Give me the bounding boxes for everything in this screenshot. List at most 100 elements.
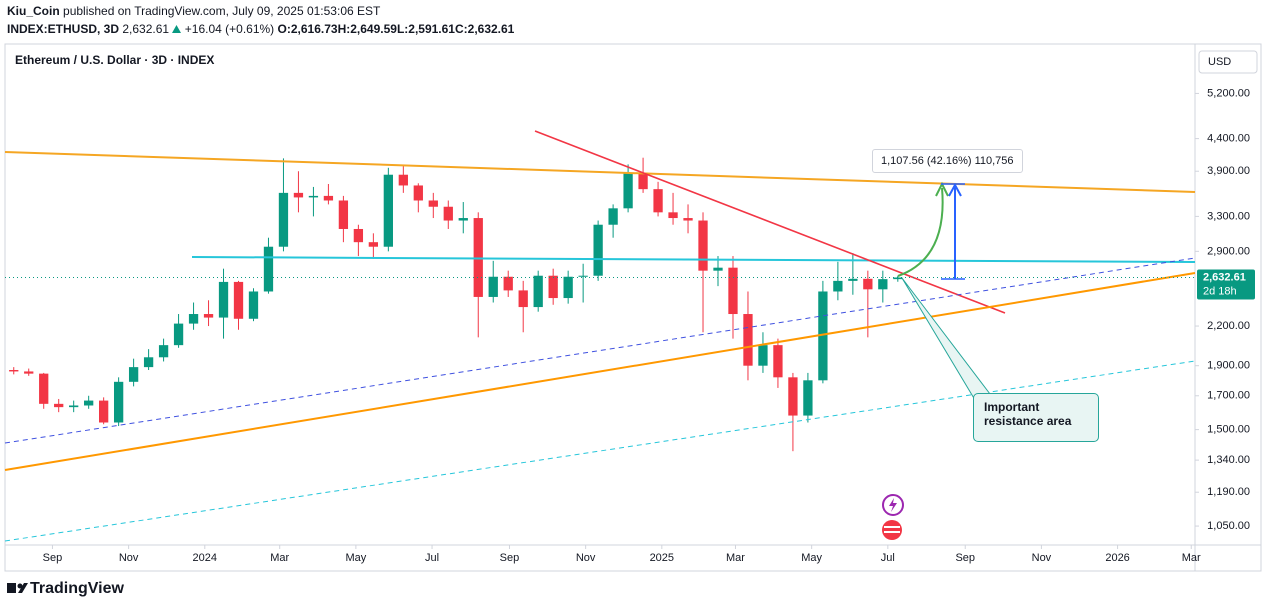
candle-body — [548, 275, 558, 299]
candle-body — [173, 323, 184, 346]
x-tick-label: Mar — [726, 552, 745, 564]
candle-body — [683, 218, 693, 221]
candle-body — [863, 278, 873, 290]
measure-label: 1,107.56 (42.16%) 110,756 — [872, 149, 1023, 173]
candle-body — [608, 208, 618, 225]
candle-body — [713, 267, 723, 271]
candle-body — [308, 195, 319, 198]
candle-body — [428, 200, 438, 207]
candle-body — [638, 172, 648, 190]
y-tick-label: 3,300.00 — [1207, 210, 1250, 222]
candle-body — [593, 224, 603, 276]
change: +16.04 (+0.61%) — [184, 22, 275, 36]
candle-body — [443, 206, 453, 221]
currency-box[interactable] — [1198, 50, 1258, 74]
candle-body — [99, 400, 109, 423]
candle-body — [143, 357, 154, 368]
y-tick-label: 1,050.00 — [1207, 520, 1250, 532]
candle-body — [203, 314, 214, 318]
last: 2,632.61 — [122, 22, 170, 36]
flag-stripe — [884, 531, 900, 533]
candle-body — [383, 174, 393, 247]
arrow-head — [948, 182, 962, 197]
candle-body — [818, 291, 828, 381]
x-tick-label: Sep — [955, 552, 975, 564]
candle-body — [413, 185, 423, 201]
candle-body — [668, 212, 678, 219]
candle-body — [623, 172, 633, 209]
candle-body — [728, 267, 738, 315]
y-tick-label: 1,190.00 — [1207, 486, 1250, 498]
callout-pointer — [901, 277, 991, 401]
last-price-box — [1197, 269, 1255, 300]
candle-body — [353, 228, 364, 243]
x-tick-label: May — [345, 552, 366, 564]
y-tick-label: 5,200.00 — [1207, 87, 1250, 99]
candle-body — [54, 403, 64, 408]
x-tick-label: 2026 — [1105, 552, 1129, 564]
candle-body — [128, 367, 139, 382]
candle-body — [323, 195, 334, 201]
candle-body — [278, 192, 289, 247]
candle-body — [398, 174, 408, 186]
candle-body — [293, 192, 304, 198]
candle-body — [113, 381, 124, 423]
projection-arrow — [897, 187, 944, 277]
candle-body — [803, 380, 813, 416]
candle-body — [698, 220, 708, 271]
candle-body — [578, 275, 588, 277]
trendline — [534, 130, 1006, 314]
x-tick-label: Mar — [270, 552, 289, 564]
x-tick-label: May — [801, 552, 822, 564]
x-tick-label: Jul — [425, 552, 439, 564]
candle-body — [9, 369, 19, 372]
y-tick-label: 4,400.00 — [1207, 133, 1250, 145]
candle-body — [563, 276, 573, 299]
countdown: 2d 18h — [1203, 285, 1237, 297]
event-icon[interactable] — [882, 520, 902, 540]
x-tick-label: Sep — [500, 552, 520, 564]
candle-body — [368, 242, 379, 247]
channel-line — [4, 360, 1196, 542]
up-arrow — [172, 25, 182, 33]
open: O:2,616.73 — [277, 22, 338, 36]
event-icon-glyph — [889, 498, 897, 512]
published: published on TradingView.com, July 09, 2… — [63, 4, 381, 18]
trendline — [4, 151, 1196, 193]
y-tick-label: 2,900.00 — [1207, 245, 1250, 257]
close: C:2,632.61 — [454, 22, 515, 36]
logo — [17, 583, 23, 589]
y-tick-label: 1,340.00 — [1207, 454, 1250, 466]
x-tick-label: Mar — [1182, 552, 1201, 564]
candle-body — [248, 291, 259, 319]
y-tick-label: 1,900.00 — [1207, 360, 1250, 372]
candle-body — [503, 276, 513, 291]
candle-body — [69, 405, 79, 408]
candle-body — [458, 218, 468, 221]
low: L:2,591.61 — [396, 22, 455, 36]
channel-line — [4, 257, 1196, 444]
trendline — [4, 272, 1196, 471]
candle-body — [233, 281, 244, 319]
x-tick-label: Jul — [881, 552, 895, 564]
y-tick-label: 2,200.00 — [1207, 320, 1250, 332]
symbol: INDEX:ETHUSD, 3D — [7, 22, 120, 36]
x-tick-label: Sep — [43, 552, 63, 564]
candle-body — [263, 246, 274, 292]
annotation: Important resistance area — [973, 393, 1099, 442]
candles — [9, 157, 903, 452]
currency: USD — [1208, 56, 1231, 68]
candle-body — [158, 345, 169, 358]
candle-body — [533, 275, 543, 308]
author: Kiu_Coin — [7, 4, 60, 18]
high: H:2,649.59 — [337, 22, 397, 36]
brand: TradingView — [30, 580, 124, 597]
chart-frame — [4, 43, 1262, 572]
candle-body — [788, 377, 798, 416]
candle-body — [653, 189, 663, 213]
x-tick-label: 2024 — [193, 552, 217, 564]
candle-body — [893, 277, 903, 280]
candle-body — [518, 290, 528, 308]
x-tick-label: Nov — [576, 552, 596, 564]
x-tick-label: Nov — [119, 552, 139, 564]
